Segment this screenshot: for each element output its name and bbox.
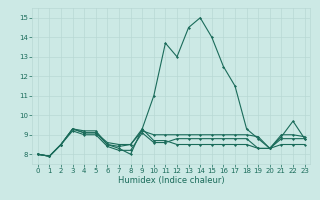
X-axis label: Humidex (Indice chaleur): Humidex (Indice chaleur) <box>118 176 225 185</box>
